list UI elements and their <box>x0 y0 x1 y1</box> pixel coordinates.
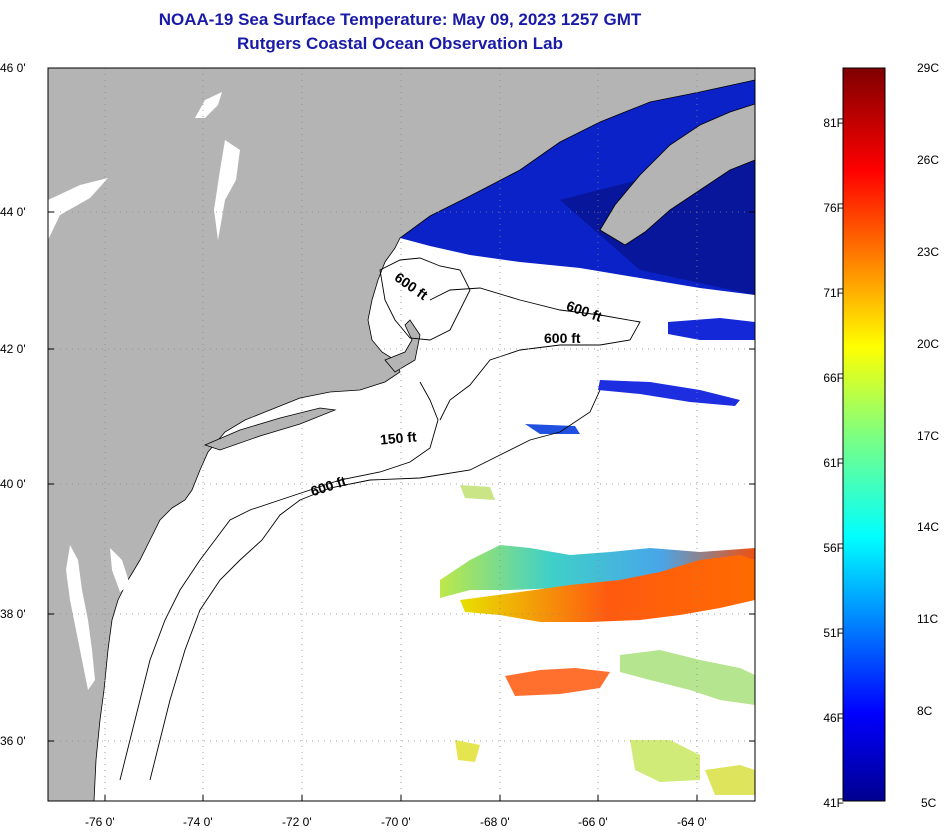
colorbar-f-label: 71F <box>823 286 844 300</box>
lat-label: 38 0' <box>0 607 26 621</box>
lon-label: -70 0' <box>381 815 411 829</box>
map-title: NOAA-19 Sea Surface Temperature: May 09,… <box>158 10 642 29</box>
map-subtitle: Rutgers Coastal Ocean Observation Lab <box>237 34 563 53</box>
sst-cold-strip-2 <box>598 380 740 406</box>
sst-gulf-stream <box>460 555 755 622</box>
lake-1 <box>195 92 222 118</box>
colorbar-f-label: 61F <box>823 456 844 470</box>
sst-cold-strip-1 <box>668 318 755 340</box>
contour-600ft <box>149 389 601 781</box>
sst-warm-patch-5 <box>705 765 755 795</box>
sst-cold-strip-3 <box>525 424 580 434</box>
sst-warm-patch-2 <box>505 668 610 696</box>
colorbar-f-label: 81F <box>823 116 844 130</box>
colorbar-c-label: 5C <box>921 796 937 810</box>
contour-gulf-of-maine <box>379 257 471 341</box>
lon-label: -66 0' <box>578 815 608 829</box>
colorbar-f-label: 76F <box>823 201 844 215</box>
chesapeake-bay <box>66 545 95 690</box>
lon-label: -74 0' <box>183 815 213 829</box>
land-long-island <box>203 407 337 451</box>
colorbar-f-label: 66F <box>823 371 844 385</box>
sst-warm-patch-4 <box>630 740 700 782</box>
colorbar-c-label: 11C <box>917 612 939 626</box>
land-cape-cod <box>384 319 421 373</box>
lat-label: 42 0' <box>0 342 26 356</box>
colorbar-c-label: 29C <box>917 61 940 75</box>
sst-warm-patch-7 <box>455 740 480 762</box>
contour-label: 150 ft <box>379 428 418 448</box>
sst-warm-patch-3 <box>620 650 755 705</box>
colorbar-c-label: 23C <box>917 245 940 259</box>
lon-label: -64 0' <box>677 815 707 829</box>
lat-label: 36 0' <box>0 734 26 748</box>
colorbar-f-label: 41F <box>823 796 844 810</box>
colorbar-c-label: 14C <box>917 520 940 534</box>
colorbar-c-label: 20C <box>917 337 940 351</box>
lake-3 <box>48 178 108 240</box>
contour-150ft <box>119 381 439 781</box>
map-gridlines <box>48 68 755 801</box>
contour-label: 600 ft <box>544 330 581 346</box>
lon-label: -72 0' <box>282 815 312 829</box>
lon-label: -76 0' <box>85 815 115 829</box>
colorbar-f-label: 46F <box>823 711 844 725</box>
land-mainland <box>48 68 755 801</box>
colorbar-c-label: 17C <box>917 429 940 443</box>
lat-label: 44 0' <box>0 205 26 219</box>
lon-label: -68 0' <box>480 815 510 829</box>
sst-warm-patch-6 <box>460 485 495 500</box>
colorbar <box>842 67 886 802</box>
lat-label: 40 0' <box>0 477 26 491</box>
colorbar-c-label: 26C <box>917 153 940 167</box>
colorbar-f-label: 51F <box>823 626 844 640</box>
land-nova-scotia <box>599 103 755 246</box>
contour-georges-bank <box>429 287 641 421</box>
lake-2 <box>214 140 240 240</box>
lat-label: 46 0' <box>0 61 26 75</box>
map-ticks <box>48 211 755 801</box>
colorbar-f-label: 56F <box>823 541 844 555</box>
delaware-bay <box>110 548 130 592</box>
colorbar-c-label: 8C <box>917 704 933 718</box>
